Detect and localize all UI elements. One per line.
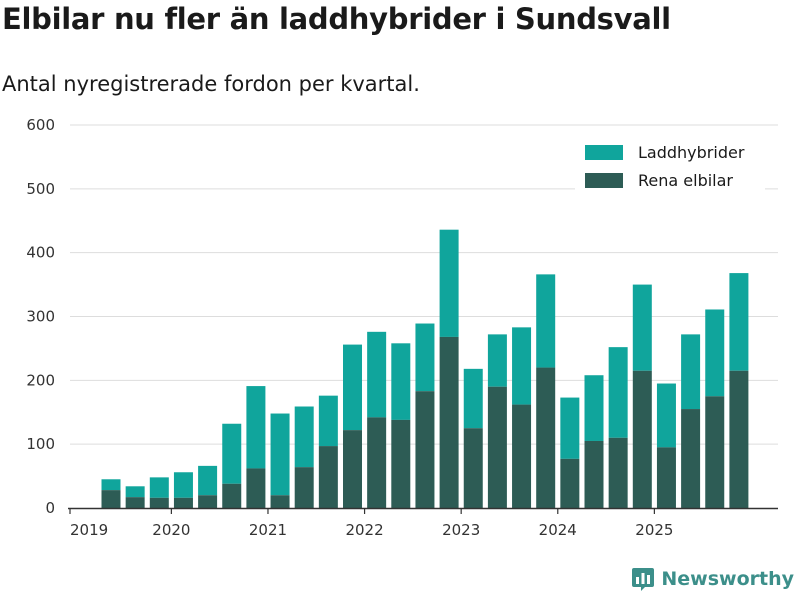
bar-rena-elbilar xyxy=(705,396,725,508)
bar-rena-elbilar xyxy=(149,497,169,508)
x-tick-label: 2022 xyxy=(345,521,383,539)
bar-laddhybrider xyxy=(632,284,652,371)
bar-rena-elbilar xyxy=(681,409,701,508)
bar-rena-elbilar xyxy=(270,495,290,508)
bar-rena-elbilar xyxy=(632,370,652,508)
bar-laddhybrider xyxy=(608,347,628,438)
legend-label: Rena elbilar xyxy=(638,171,733,190)
bar-rena-elbilar xyxy=(415,391,435,508)
bar-rena-elbilar xyxy=(656,447,676,508)
bar-laddhybrider xyxy=(536,274,556,368)
x-tick-label: 2021 xyxy=(249,521,287,539)
bar-laddhybrider xyxy=(729,273,749,371)
y-axis-ticks: 0 100 200 300 400 500 600 xyxy=(26,116,55,517)
bar-laddhybrider xyxy=(173,472,193,498)
x-tick-label: 2020 xyxy=(152,521,190,539)
bar-laddhybrider xyxy=(463,368,483,429)
bar-laddhybrider xyxy=(101,479,121,491)
y-tick-label: 500 xyxy=(26,180,55,198)
bar-rena-elbilar xyxy=(198,495,218,508)
bar-laddhybrider xyxy=(584,375,604,441)
bar-rena-elbilar xyxy=(101,490,121,508)
bar-rena-elbilar xyxy=(318,446,338,508)
bar-laddhybrider xyxy=(560,397,580,459)
bar-laddhybrider xyxy=(656,383,676,448)
chart-title: Elbilar nu fler än laddhybrider i Sundsv… xyxy=(2,2,671,36)
bars xyxy=(101,229,749,508)
bar-laddhybrider xyxy=(487,334,507,387)
y-tick-label: 600 xyxy=(26,116,55,134)
bar-laddhybrider xyxy=(415,323,435,392)
bar-laddhybrider xyxy=(318,395,338,447)
bar-rena-elbilar xyxy=(463,428,483,508)
bar-rena-elbilar xyxy=(391,419,411,508)
y-tick-label: 100 xyxy=(26,435,55,453)
bar-rena-elbilar xyxy=(294,467,314,508)
bar-laddhybrider xyxy=(294,406,314,468)
y-tick-label: 200 xyxy=(26,371,55,389)
legend-label: Laddhybrider xyxy=(638,143,745,162)
x-tick-label: 2025 xyxy=(635,521,673,539)
bar-rena-elbilar xyxy=(487,386,507,508)
brand-name: Newsworthy xyxy=(661,568,794,590)
bar-rena-elbilar xyxy=(560,458,580,508)
y-tick-label: 0 xyxy=(45,499,55,517)
bar-rena-elbilar xyxy=(512,404,532,508)
bar-laddhybrider xyxy=(705,309,725,397)
newsworthy-logo-icon xyxy=(632,568,655,591)
bar-laddhybrider xyxy=(681,334,701,410)
bar-laddhybrider xyxy=(439,229,459,337)
bar-laddhybrider xyxy=(367,331,387,418)
bar-rena-elbilar xyxy=(608,437,628,508)
bar-laddhybrider xyxy=(391,343,411,420)
x-axis: 2019 2020 2021 2022 2023 2024 2025 xyxy=(68,507,778,539)
bar-rena-elbilar xyxy=(246,468,266,508)
bar-rena-elbilar xyxy=(173,497,193,508)
x-tick-label: 2024 xyxy=(539,521,577,539)
y-tick-label: 400 xyxy=(26,244,55,262)
x-tick-label: 2023 xyxy=(442,521,480,539)
x-tick-label: 2019 xyxy=(70,521,108,539)
bar-rena-elbilar xyxy=(367,417,387,508)
bar-laddhybrider xyxy=(222,423,242,484)
bar-laddhybrider xyxy=(198,465,218,496)
bar-laddhybrider xyxy=(149,477,169,498)
bar-laddhybrider xyxy=(343,344,362,431)
bar-laddhybrider xyxy=(125,486,145,498)
legend-swatch xyxy=(585,145,623,160)
bar-rena-elbilar xyxy=(584,440,604,508)
bar-laddhybrider xyxy=(270,413,290,496)
bar-rena-elbilar xyxy=(536,367,556,508)
bar-rena-elbilar xyxy=(125,497,145,508)
bar-rena-elbilar xyxy=(222,483,242,508)
y-tick-label: 300 xyxy=(26,308,55,326)
legend: Laddhybrider Rena elbilar xyxy=(575,138,765,194)
bar-rena-elbilar xyxy=(729,370,749,508)
chart-subtitle: Antal nyregistrerade fordon per kvartal. xyxy=(2,72,420,96)
bar-laddhybrider xyxy=(512,327,532,405)
bar-rena-elbilar xyxy=(439,336,459,508)
brand-logo: Newsworthy xyxy=(631,566,794,592)
bar-laddhybrider xyxy=(246,386,266,469)
legend-swatch xyxy=(585,173,623,188)
bar-rena-elbilar xyxy=(343,430,362,508)
